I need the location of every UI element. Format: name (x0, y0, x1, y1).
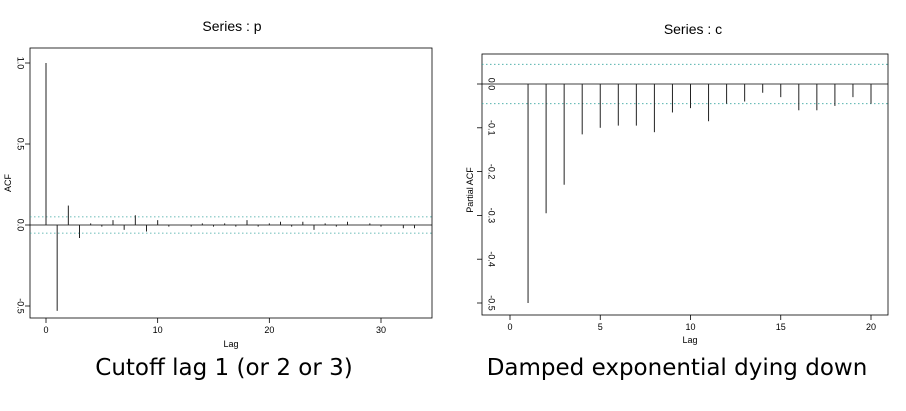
pacf-x-tick-label: 0 (507, 322, 512, 332)
pacf-plot-frame (481, 53, 889, 316)
pacf-x-label: Lag (682, 335, 697, 345)
pacf-y-tick-label: -0.1 (487, 120, 497, 136)
acf-y-tick-label: 1.0 (16, 57, 26, 70)
acf-chart-title: Series : p (202, 18, 261, 34)
acf-x-axis: 0 10 20 30 (43, 318, 386, 335)
pacf-y-tick-label: -0.2 (487, 164, 497, 180)
pacf-y-label: Partial ACF (465, 167, 475, 213)
acf-x-tick-label: 30 (376, 325, 386, 335)
acf-x-label: Lag (223, 339, 238, 349)
pacf-y-tick-label: -0.4 (487, 251, 497, 267)
acf-plot-frame (29, 47, 433, 319)
acf-x-tick-label: 0 (43, 325, 48, 335)
acf-y-tick-label: 0.0 (16, 219, 26, 232)
acf-confidence-band (30, 216, 432, 234)
pacf-x-axis: 0 5 10 15 20 (507, 315, 876, 332)
acf-x-tick-label: 10 (153, 325, 163, 335)
pacf-y-tick-label: 0.0 (487, 78, 497, 91)
acf-x-tick-label: 20 (264, 325, 274, 335)
pacf-bars (527, 84, 872, 303)
acf-caption: Cutoff lag 1 (or 2 or 3) (95, 355, 352, 381)
pacf-x-tick-label: 5 (598, 322, 603, 332)
pacf-chart-title: Series : c (664, 21, 722, 37)
pacf-x-tick-label: 10 (685, 322, 695, 332)
pacf-chart-panel: Series : c 0 5 10 15 20 -0.5 -0.4 -0.3 -0.2 -0.1… (465, 21, 889, 381)
pacf-x-tick-label: 15 (776, 322, 786, 332)
acf-y-label: ACF (3, 173, 13, 192)
acf-bars (45, 63, 415, 311)
pacf-y-tick-label: -0.3 (487, 208, 497, 224)
acf-y-axis: -0.5 0.0 0.5 1.0 (16, 57, 30, 314)
pacf-x-tick-label: 20 (866, 322, 876, 332)
pacf-caption: Damped exponential dying down (487, 355, 868, 381)
acf-chart-panel: Series : p 0 10 20 30 -0.5 0.0 0.5 1.0 Lag ACF… (3, 18, 433, 381)
acf-y-tick-label: -0.5 (16, 298, 26, 314)
pacf-y-axis: -0.5 -0.4 -0.3 -0.2 -0.1 0.0 (477, 78, 497, 311)
acf-y-tick-label: 0.5 (16, 138, 26, 151)
pacf-y-tick-label: -0.5 (487, 295, 497, 311)
